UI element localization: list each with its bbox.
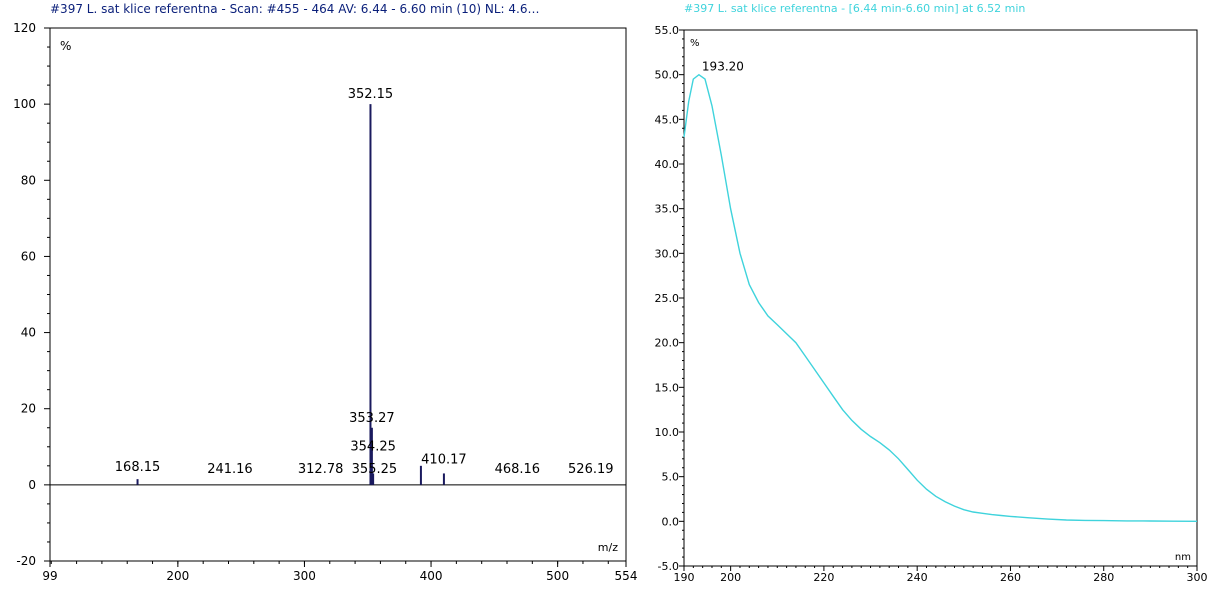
mass-spectrum-panel: #397 L. sat klice referentna - Scan: #45… xyxy=(13,2,638,583)
x-tick-label: 200 xyxy=(720,571,741,584)
peak-label: 352.15 xyxy=(348,87,394,102)
y-tick-label: 0.0 xyxy=(662,515,680,528)
y-tick-label: 15.0 xyxy=(655,381,680,394)
peak-label: 355.25 xyxy=(352,462,398,477)
y-axis-label: % xyxy=(690,38,700,49)
y-tick-label: 20.0 xyxy=(655,337,680,350)
y-tick-label: 55.0 xyxy=(655,24,680,37)
x-tick-label: 280 xyxy=(1093,571,1114,584)
x-tick-label: 200 xyxy=(166,569,189,583)
y-tick-label: 80 xyxy=(21,173,36,187)
x-tick-label: 260 xyxy=(1000,571,1021,584)
peak-label: 353.27 xyxy=(349,411,395,426)
y-tick-label: -5.0 xyxy=(658,560,679,573)
uv-spectrum-title: #397 L. sat klice referentna - [6.44 min… xyxy=(684,2,1026,15)
peak-label: 241.16 xyxy=(207,462,253,477)
y-tick-label: 5.0 xyxy=(662,471,680,484)
y-tick-label: 45.0 xyxy=(655,113,680,126)
y-tick-label: 10.0 xyxy=(655,426,680,439)
x-tick-label: 220 xyxy=(813,571,834,584)
plot-frame xyxy=(683,29,1198,567)
peak-label: 526.19 xyxy=(568,462,614,477)
x-tick-label: 240 xyxy=(907,571,928,584)
y-tick-label: 50.0 xyxy=(655,69,680,82)
peak-label: 168.15 xyxy=(115,460,161,475)
peak-label: 193.20 xyxy=(702,60,744,74)
y-tick-label: 120 xyxy=(13,21,36,35)
y-tick-label: 25.0 xyxy=(655,292,680,305)
uv-spectrum-chart: -5.0 0.0 5.0 10.0 15.0 20.0 25.0 30.0 35.0 40.0 45… xyxy=(655,24,1208,584)
y-tick-label: 40.0 xyxy=(655,158,680,171)
y-tick-label: 100 xyxy=(13,97,36,111)
uv-spectrum-line xyxy=(683,73,1198,522)
x-axis-label: m/z xyxy=(598,541,618,554)
x-tick-label: 500 xyxy=(546,569,569,583)
x-tick-label: 300 xyxy=(293,569,316,583)
y-axis-label: % xyxy=(60,39,71,53)
y-tick-label: 60 xyxy=(21,249,36,263)
mass-spectrum-chart: -20 0 20 40 60 80 100 120 99 200 300 400 500 554% m/z 3… xyxy=(13,21,638,583)
x-tick-label: 190 xyxy=(674,571,695,584)
y-tick-label: 35.0 xyxy=(655,203,680,216)
x-tick-label: 99 xyxy=(42,569,57,583)
y-tick-label: 0 xyxy=(28,478,36,492)
peak-label: 312.78 xyxy=(298,462,344,477)
y-tick-label: -20 xyxy=(16,554,36,568)
mass-spectrum-title: #397 L. sat klice referentna - Scan: #45… xyxy=(50,2,540,16)
peak-label: 468.16 xyxy=(495,462,541,477)
peak-label: 354.25 xyxy=(350,439,396,454)
x-tick-label: 300 xyxy=(1187,571,1208,584)
x-tick-label: 400 xyxy=(420,569,443,583)
y-tick-label: 20 xyxy=(21,402,36,416)
x-tick-label: 554 xyxy=(615,569,638,583)
uv-spectrum-panel: #397 L. sat klice referentna - [6.44 min… xyxy=(640,0,1211,590)
y-tick-label: 40 xyxy=(21,326,36,340)
peak-label: 410.17 xyxy=(421,453,467,468)
x-axis-label: nm xyxy=(1175,552,1191,563)
y-tick-label: 30.0 xyxy=(655,247,680,260)
plot-frame xyxy=(49,27,627,562)
